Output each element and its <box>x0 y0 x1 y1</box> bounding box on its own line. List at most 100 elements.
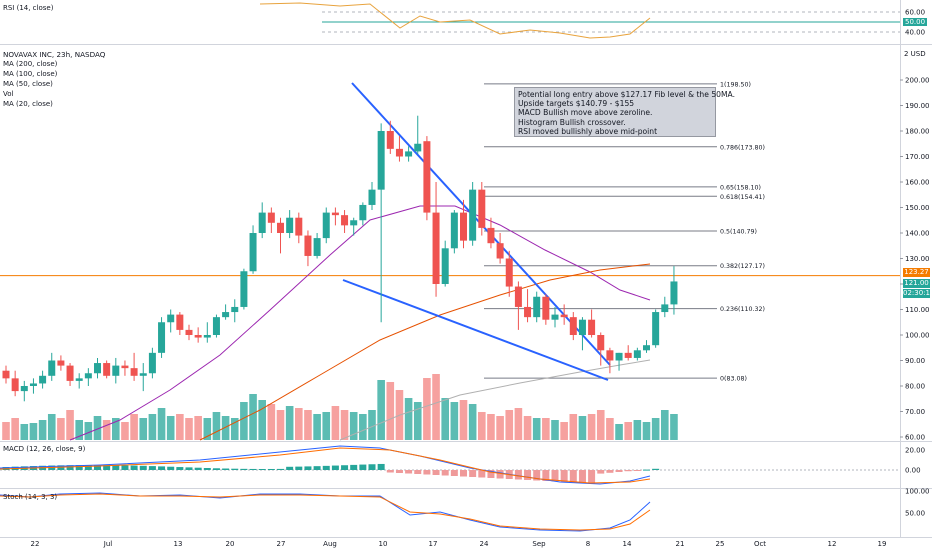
volume-bar <box>75 420 83 440</box>
macd-histogram-bar <box>322 465 330 470</box>
x-tick-label: 22 <box>31 540 40 548</box>
macd-histogram-bar <box>386 470 394 473</box>
rsi-line <box>259 2 651 39</box>
currency-label[interactable]: 2 USD <box>904 50 926 58</box>
candle-body <box>524 306 532 318</box>
candle-body <box>84 373 92 379</box>
volume-bar <box>249 394 257 440</box>
macd-label: MACD (12, 26, close, 9) <box>3 445 86 453</box>
x-tick-label: 21 <box>676 540 685 548</box>
candle-body <box>66 365 74 381</box>
volume-bar <box>569 414 578 440</box>
indicator-ma200[interactable]: MA (200, close) <box>3 60 58 68</box>
x-tick-label: 24 <box>480 540 489 548</box>
ma50-line <box>199 263 651 441</box>
fib-label: 0.5(140.79) <box>720 228 757 235</box>
indicator-ma50[interactable]: MA (50, close) <box>3 80 53 88</box>
candle-body <box>231 306 239 313</box>
candle-body <box>633 350 641 358</box>
ma20-line <box>69 205 651 441</box>
fib-label: 0(83.08) <box>720 376 747 383</box>
volume-bar <box>285 406 294 440</box>
macd-histogram-bar <box>185 467 193 470</box>
volume-bar <box>423 378 431 440</box>
volume-bar <box>93 416 102 440</box>
volume-bar <box>340 410 349 440</box>
indicator-vol[interactable]: Vol <box>3 90 14 98</box>
candle-body <box>20 386 28 392</box>
y-tick-label: 90.00 <box>905 357 925 365</box>
candle-body <box>176 314 184 330</box>
symbol-title: NOVAVAX INC, 23h, NASDAQ <box>3 50 106 59</box>
volume-bar <box>560 422 568 440</box>
indicator-ma20[interactable]: MA (20, close) <box>3 100 53 108</box>
macd-histogram-bar <box>130 465 138 470</box>
macd-histogram-bar <box>112 465 120 470</box>
x-tick-label: Aug <box>323 540 337 548</box>
macd-histogram-bar <box>377 463 385 470</box>
candle-body <box>359 204 367 221</box>
macd-histogram-bar <box>597 470 605 474</box>
rsi-tick-label: 60.00 <box>905 9 925 17</box>
fib-label: 0.786(173.80) <box>720 144 765 151</box>
macd-histogram-bar <box>121 465 129 470</box>
volume-bar <box>313 414 321 440</box>
macd-histogram-bar <box>395 470 403 473</box>
candle-body <box>286 217 294 233</box>
volume-bar <box>615 424 623 440</box>
candle-body <box>57 360 65 366</box>
volume-bar <box>157 408 166 440</box>
annotation-line: Potential long entry above $127.17 Fib l… <box>518 90 736 99</box>
macd-histogram-bar <box>148 466 156 470</box>
volume-bar <box>331 406 340 440</box>
volume-bar <box>459 400 468 440</box>
volume-bar <box>377 380 385 440</box>
candle-body <box>130 368 138 376</box>
macd-histogram-bar <box>66 465 74 470</box>
macd-histogram-bar <box>331 465 339 470</box>
annotation-line: RSI moved bullishly above mid-point <box>518 126 658 136</box>
candle-body <box>103 363 111 376</box>
volume-bar <box>2 422 10 440</box>
y-tick-label: 150.00 <box>905 204 930 212</box>
volume-bar <box>441 398 449 440</box>
volume-bar <box>432 374 440 440</box>
macd-histogram-bar <box>405 470 413 474</box>
macd-histogram-bar <box>212 468 220 470</box>
y-tick-label: 60.00 <box>905 434 925 442</box>
macd-histogram-bar <box>341 465 349 470</box>
candle-body <box>588 319 596 335</box>
candle-body <box>624 352 632 358</box>
x-tick-label: 8 <box>586 540 590 548</box>
volume-bar <box>468 404 477 440</box>
lower-trendline <box>342 279 609 381</box>
macd-histogram-bar <box>313 466 321 470</box>
x-tick-label: Oct <box>754 540 766 548</box>
annotation-line: Upside targets $140.79 - $155 <box>518 99 635 109</box>
volume-bar <box>258 400 266 440</box>
macd-histogram-bar <box>643 469 650 471</box>
x-tick-label: 20 <box>226 540 235 548</box>
volume-bar <box>295 408 303 440</box>
macd-histogram-bar <box>487 470 495 478</box>
fib-label: 0.65(158.10) <box>720 184 761 191</box>
indicator-ma100[interactable]: MA (100, close) <box>3 70 58 78</box>
volume-bar <box>230 418 239 440</box>
price-tag-close: 121.00 <box>903 279 930 288</box>
macd-histogram-bar <box>514 470 522 480</box>
macd-tick-label: 20.00 <box>905 447 925 455</box>
candle-body <box>405 151 413 157</box>
candle-body <box>597 335 605 351</box>
volume-bar <box>267 404 276 440</box>
annotation-box[interactable]: Potential long entry above $127.17 Fib l… <box>514 87 736 137</box>
volume-bar <box>221 416 230 440</box>
volume-bar <box>240 402 248 440</box>
candle-body <box>75 378 83 381</box>
y-tick-label: 180.00 <box>905 128 930 136</box>
macd-histogram-bar <box>578 470 586 483</box>
macd-histogram-bar <box>441 470 449 476</box>
macd-histogram-bar <box>231 468 239 470</box>
volume-bar <box>670 414 678 440</box>
macd-histogram-bar <box>203 468 211 470</box>
